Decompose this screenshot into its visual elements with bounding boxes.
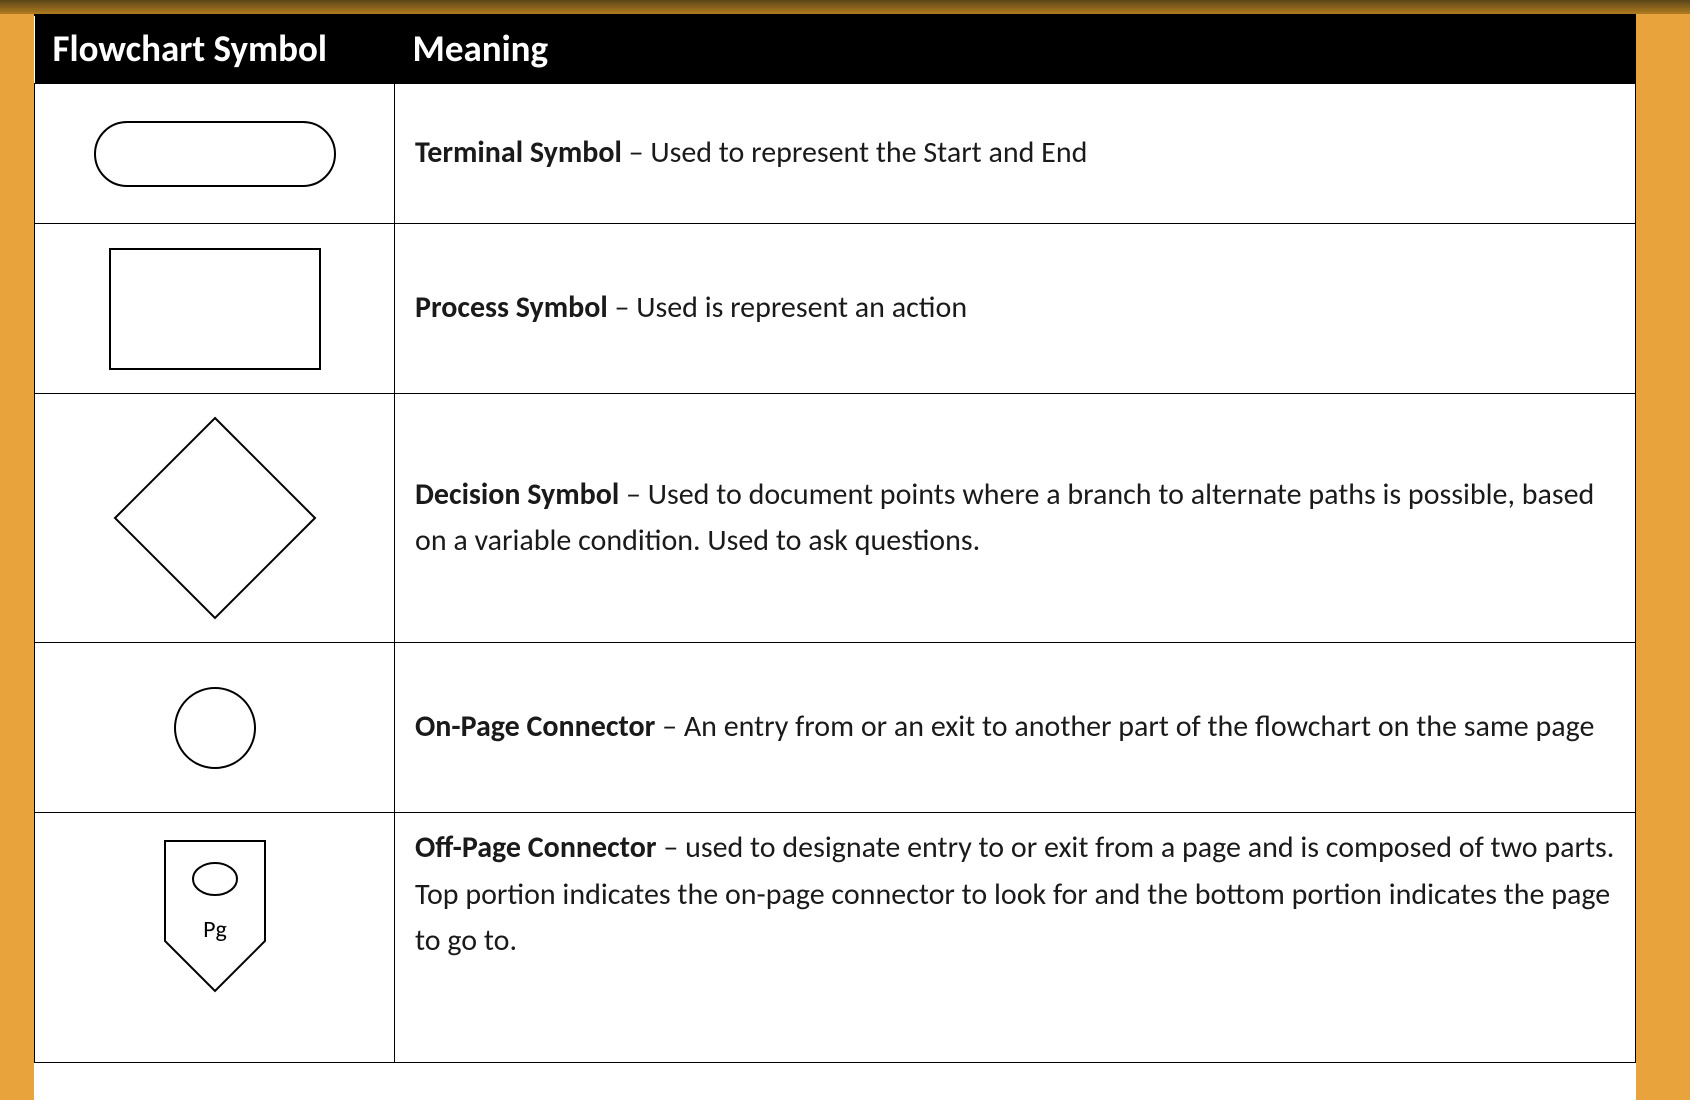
meaning-desc: – Used is represent an action [608,289,967,326]
orange-frame: Flowchart Symbol Meaning Terminal Symbol… [0,14,1690,1100]
table-row: Process Symbol – Used is represent an ac… [35,224,1636,394]
table-container: Flowchart Symbol Meaning Terminal Symbol… [34,14,1636,1100]
table-header-row: Flowchart Symbol Meaning [35,16,1636,84]
symbol-cell-terminal [35,84,395,224]
meaning-cell-terminal: Terminal Symbol – Used to represent the … [395,84,1636,224]
offpage-pg-label: Pg [203,915,227,944]
meaning-cell-onpage: On-Page Connector – An entry from or an … [395,643,1636,813]
terminal-shape-icon [85,114,345,194]
decision-shape-icon [105,408,325,628]
symbol-cell-onpage [35,643,395,813]
meaning-name: Decision Symbol [415,476,619,513]
table-row: On-Page Connector – An entry from or an … [35,643,1636,813]
meaning-name: Terminal Symbol [415,134,622,171]
table-row: Decision Symbol – Used to document point… [35,394,1636,643]
meaning-desc: – An entry from or an exit to another pa… [655,708,1594,745]
symbol-cell-process [35,224,395,394]
header-symbol: Flowchart Symbol [35,16,395,84]
process-shape-icon [100,239,330,379]
offpage-connector-shape-icon: Pg [145,831,285,1001]
page-root: Flowchart Symbol Meaning Terminal Symbol… [0,0,1690,1100]
symbol-cell-decision [35,394,395,643]
header-meaning: Meaning [395,16,1636,84]
meaning-cell-process: Process Symbol – Used is represent an ac… [395,224,1636,394]
meaning-cell-offpage: Off-Page Connector – used to designate e… [395,813,1636,1063]
meaning-name: Off-Page Connector [415,829,657,866]
table-row: Pg Off-Page Connector – used to designat… [35,813,1636,1063]
onpage-connector-shape-icon [165,678,265,778]
meaning-name: On-Page Connector [415,708,655,745]
table-row: Terminal Symbol – Used to represent the … [35,84,1636,224]
symbol-cell-offpage: Pg [35,813,395,1063]
meaning-name: Process Symbol [415,289,608,326]
flowchart-symbol-table: Flowchart Symbol Meaning Terminal Symbol… [34,16,1636,1063]
top-border-strip [0,0,1690,14]
meaning-cell-decision: Decision Symbol – Used to document point… [395,394,1636,643]
meaning-desc: – Used to represent the Start and End [622,134,1088,171]
